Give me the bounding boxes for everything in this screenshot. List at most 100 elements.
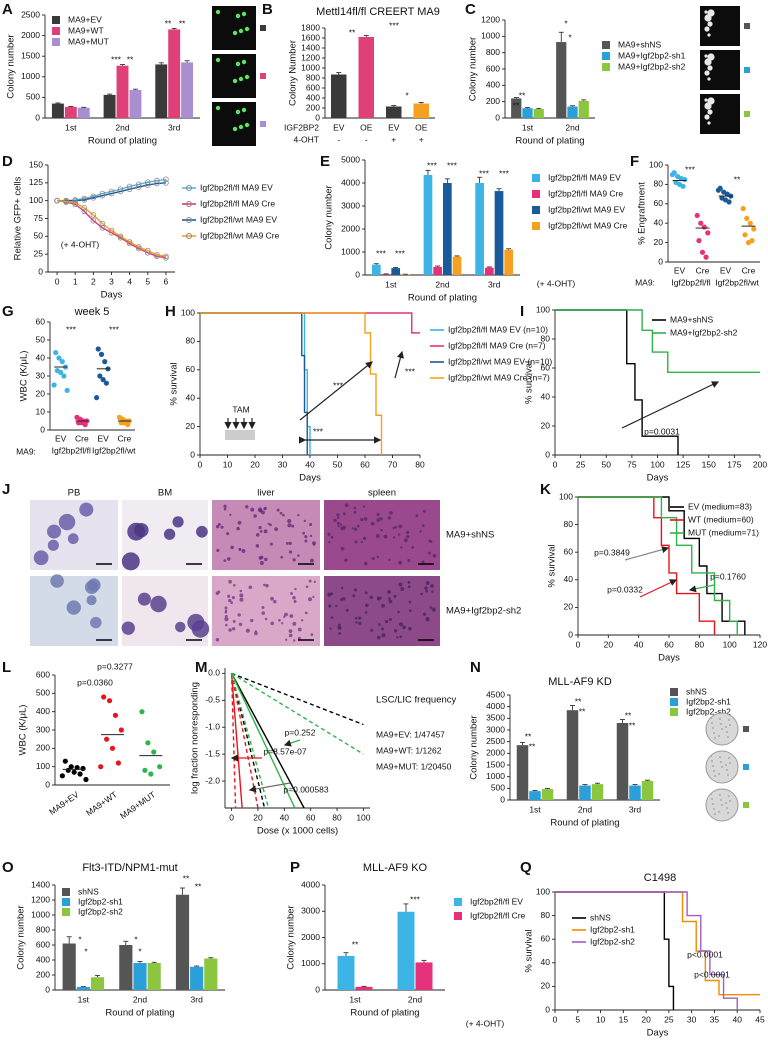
panel-letter: G — [2, 303, 14, 320]
image-key — [744, 111, 750, 117]
y-tick-label: 10 — [36, 406, 46, 416]
panel-letter: L — [2, 659, 11, 676]
annotation: ** — [579, 706, 586, 716]
panel-letter: O — [2, 859, 14, 876]
cell — [287, 523, 292, 528]
cell — [261, 605, 265, 609]
cell — [288, 633, 293, 638]
colony — [238, 76, 244, 82]
legend-swatch — [602, 52, 610, 60]
cell — [353, 527, 358, 531]
colony — [714, 813, 716, 815]
colony — [707, 77, 711, 81]
colony — [704, 54, 708, 58]
y-tick-label: 60 — [541, 933, 551, 943]
colony — [707, 33, 711, 37]
annotation: *** — [410, 894, 421, 904]
cell — [428, 539, 431, 542]
cell — [379, 596, 382, 599]
annotation: *** — [405, 366, 416, 376]
cell — [351, 527, 354, 530]
cell — [427, 551, 431, 555]
x-tick-label: 125 — [676, 459, 690, 469]
cell — [215, 591, 219, 595]
cell — [137, 592, 151, 606]
cell — [312, 595, 315, 599]
data-point — [72, 200, 79, 206]
x-tick-label: MA9+WT — [84, 789, 119, 818]
arrow — [621, 381, 720, 429]
y-axis-label: Colony number — [16, 905, 27, 969]
bar — [175, 894, 190, 990]
cell — [265, 584, 269, 588]
y-tick-label: 3000 — [301, 906, 320, 916]
y-tick-label: 2500 — [21, 9, 40, 19]
x-tick-label: 1 — [73, 276, 78, 286]
y-tick-label: 1200 — [301, 52, 320, 62]
cell — [387, 590, 391, 594]
y-tick-label: 0 — [45, 779, 50, 789]
x-tick-label: 40 — [732, 1014, 742, 1024]
data-point — [90, 195, 97, 201]
cell — [90, 616, 102, 629]
cell — [352, 594, 356, 598]
legend-label: Igf2bp2-sh1 — [686, 696, 731, 706]
cell — [291, 524, 295, 528]
colony — [729, 762, 731, 764]
data-point — [59, 359, 65, 365]
x-axis-label: Round of plating — [88, 136, 157, 147]
cell — [263, 583, 266, 587]
colony — [232, 78, 238, 84]
x-tick-label: 3rd — [629, 804, 642, 814]
arrow — [639, 579, 678, 598]
bar — [413, 103, 429, 118]
cell — [241, 549, 246, 553]
data-point — [715, 187, 722, 193]
data-point — [701, 224, 707, 230]
y-tick-label: 3000 — [341, 200, 360, 210]
colony — [707, 65, 713, 71]
x-tick-label: EV — [55, 433, 67, 443]
series-line — [200, 312, 383, 455]
cell — [263, 529, 268, 534]
cell — [297, 513, 300, 517]
data-point — [682, 176, 688, 183]
y-tick-label: 150 — [29, 159, 43, 169]
cell — [79, 502, 94, 517]
series-line — [555, 891, 738, 1010]
cell — [228, 628, 232, 632]
cell — [400, 546, 403, 549]
colony — [235, 13, 241, 19]
bar — [155, 64, 168, 118]
cell — [231, 627, 236, 631]
y-tick-label: 0.0 — [208, 668, 220, 678]
colony — [725, 764, 727, 766]
y-tick-label: 600 — [36, 939, 50, 949]
cell — [425, 589, 428, 593]
bar — [423, 174, 433, 275]
cell — [274, 527, 278, 531]
data-point — [102, 359, 108, 365]
cell — [381, 603, 385, 608]
y-tick-label: 1000 — [341, 246, 360, 256]
column-label: liver — [257, 488, 274, 499]
data-point — [163, 253, 169, 260]
data-point — [135, 244, 142, 250]
panel-title: C1498 — [644, 872, 676, 884]
data-point — [100, 377, 106, 383]
annotation: * — [78, 934, 82, 944]
cell — [375, 534, 380, 538]
legend-label: MA9+shNS — [618, 39, 662, 49]
cell — [228, 579, 232, 584]
annotation: p=0.0332 — [607, 584, 643, 594]
legend-label: MA9+EV — [68, 14, 102, 24]
cell — [403, 538, 408, 543]
tam-window — [225, 430, 255, 440]
cell — [86, 595, 97, 606]
x-axis-label: Days — [647, 473, 669, 484]
bar — [355, 986, 373, 990]
colony — [728, 719, 730, 721]
y-tick-label: 50 — [36, 334, 46, 344]
cell — [288, 629, 293, 633]
bar — [381, 274, 391, 275]
